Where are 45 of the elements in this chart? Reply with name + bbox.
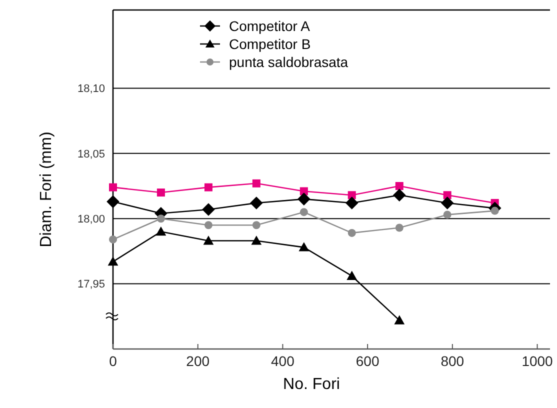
x-tick-label: 0 xyxy=(109,353,118,369)
point xyxy=(202,203,215,216)
point xyxy=(252,221,260,230)
point xyxy=(156,214,165,223)
point xyxy=(298,242,310,252)
x-axis-title: No. Fori xyxy=(283,376,340,393)
point xyxy=(108,256,118,266)
point xyxy=(348,191,356,200)
point xyxy=(156,226,166,236)
x-tick-label: 1000 xyxy=(522,353,554,369)
point xyxy=(443,191,452,200)
point xyxy=(395,224,404,232)
point xyxy=(394,315,405,324)
point xyxy=(440,196,454,210)
y-tick-label: 18,00 xyxy=(77,213,105,226)
point xyxy=(109,183,117,192)
point xyxy=(298,192,310,206)
point xyxy=(346,270,358,280)
x-tick-label: 400 xyxy=(271,353,295,369)
point xyxy=(106,195,120,208)
y-tick-label: 17,95 xyxy=(77,278,105,291)
point xyxy=(250,196,263,210)
point xyxy=(251,236,262,245)
point xyxy=(348,228,356,237)
point xyxy=(395,182,404,190)
point xyxy=(203,236,214,245)
point xyxy=(392,188,406,202)
point xyxy=(156,188,165,197)
y-tick-label: 18,10 xyxy=(77,83,105,96)
y-tick-label: 18,05 xyxy=(77,148,105,160)
point xyxy=(204,221,212,230)
legend-label: Competitor B xyxy=(229,36,311,52)
x-tick-label: 800 xyxy=(440,353,464,369)
point xyxy=(109,235,117,244)
y-axis-title: Diam. Fori (mm) xyxy=(38,132,55,248)
point xyxy=(345,196,358,210)
x-tick-label: 200 xyxy=(186,353,210,369)
legend-label: punta saldobrasata xyxy=(229,54,348,70)
point xyxy=(252,179,260,188)
x-tick-label: 600 xyxy=(356,353,380,369)
point xyxy=(300,208,308,216)
point xyxy=(443,210,452,219)
point xyxy=(204,183,212,192)
point xyxy=(300,187,308,196)
legend-label: Competitor A xyxy=(229,18,311,34)
